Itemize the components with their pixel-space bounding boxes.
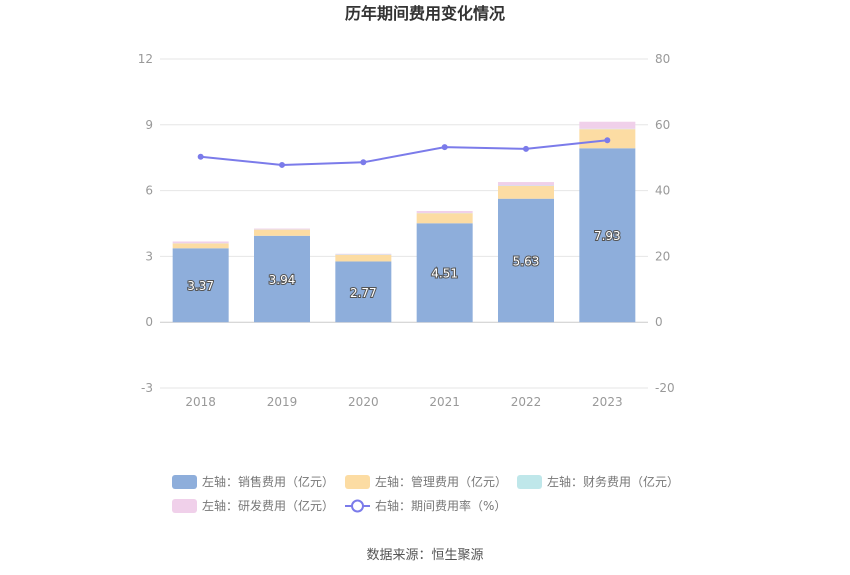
legend-label: 左轴：研发费用（亿元） — [202, 498, 334, 513]
left-axis-tick-label: 6 — [145, 184, 153, 198]
chart-title: 历年期间费用变化情况 — [345, 4, 505, 23]
bar-segment — [416, 210, 473, 213]
data-source: 数据来源：恒生聚源 — [366, 548, 483, 563]
legend-swatch — [345, 475, 370, 489]
right-axis-tick-label: 60 — [655, 118, 670, 132]
right-axis-tick-label: 20 — [655, 249, 670, 263]
legend-item[interactable]: 左轴：管理费用（亿元） — [345, 474, 507, 489]
bar-segment — [254, 228, 310, 230]
x-axis-tick-label: 2018 — [185, 395, 216, 409]
bar-segment — [335, 254, 392, 262]
rate-line-series — [197, 137, 611, 168]
legend-swatch — [172, 499, 197, 513]
legend-swatch — [172, 475, 197, 489]
legend-swatch — [517, 475, 542, 489]
grid-lines — [160, 58, 648, 389]
rate-point — [197, 153, 204, 160]
legend-label: 左轴：销售费用（亿元） — [202, 474, 334, 489]
left-axis-tick-label: 12 — [138, 52, 153, 66]
bar-segment — [579, 121, 636, 129]
left-axis-tick-label: 9 — [145, 118, 153, 132]
left-axis-tick-label: -3 — [141, 381, 153, 395]
left-axis-ticks: 12 9 6 3 0 -3 — [138, 52, 153, 395]
bar-data-label: 7.93 — [594, 229, 621, 243]
rate-point — [441, 144, 448, 151]
right-axis-tick-label: 0 — [655, 315, 663, 329]
bar-segment — [172, 248, 229, 323]
rate-point — [279, 161, 285, 168]
right-axis-tick-label: 80 — [655, 52, 670, 66]
left-axis-tick-label: 3 — [145, 249, 153, 263]
rate-line — [200, 139, 608, 166]
legend[interactable]: 左轴：销售费用（亿元） 左轴：管理费用（亿元） 左轴：财务费用（亿元） 左轴：研发费用… — [172, 474, 679, 513]
bar-segment — [254, 235, 310, 323]
bar-series — [172, 121, 636, 323]
x-axis-ticks: 2018 2019 2020 2021 2022 2023 — [185, 395, 622, 409]
legend-label: 右轴：期间费用率（%） — [375, 498, 506, 513]
bar-segment — [254, 229, 310, 236]
x-axis-tick-label: 2019 — [267, 395, 298, 409]
bar-segment — [579, 148, 636, 323]
bar-segment — [335, 261, 392, 323]
bar-data-label: 3.94 — [269, 273, 296, 287]
legend-label: 左轴：管理费用（亿元） — [375, 474, 507, 489]
right-axis-tick-label: 40 — [655, 184, 670, 198]
bar-segment — [416, 223, 473, 323]
legend-item[interactable]: 左轴：财务费用（亿元） — [517, 474, 679, 489]
left-axis-tick-label: 0 — [145, 315, 153, 329]
legend-item[interactable]: 左轴：销售费用（亿元） — [172, 474, 334, 489]
x-axis-tick-label: 2020 — [348, 395, 379, 409]
bar-data-label: 4.51 — [431, 267, 458, 281]
right-axis-ticks: 80 60 40 20 0 -20 — [655, 52, 675, 395]
bar-segment — [498, 182, 554, 186]
legend-item[interactable]: 左轴：研发费用（亿元） — [172, 498, 334, 513]
rate-point — [523, 145, 529, 152]
bar-segment — [416, 213, 473, 224]
legend-label: 左轴：财务费用（亿元） — [547, 474, 679, 489]
x-axis-tick-label: 2021 — [429, 395, 460, 409]
bar-segment — [172, 243, 229, 249]
x-axis-tick-label: 2022 — [511, 395, 542, 409]
rate-point — [360, 159, 367, 166]
bar-data-label: 2.77 — [350, 286, 377, 300]
bar-data-labels: 3.37 3.94 2.77 4.51 5.63 7.93 — [186, 228, 621, 301]
bar-segment — [172, 241, 229, 244]
legend-swatch-marker — [351, 499, 364, 513]
bar-segment — [498, 198, 554, 323]
legend-item[interactable]: 右轴：期间费用率（%） — [345, 498, 506, 513]
bar-segment — [498, 185, 554, 199]
rate-point — [604, 137, 611, 144]
x-axis-tick-label: 2023 — [592, 395, 623, 409]
right-axis-tick-label: -20 — [655, 381, 675, 395]
bar-segment — [335, 253, 392, 255]
bar-data-label: 5.63 — [513, 254, 540, 268]
bar-data-label: 3.37 — [187, 279, 214, 293]
